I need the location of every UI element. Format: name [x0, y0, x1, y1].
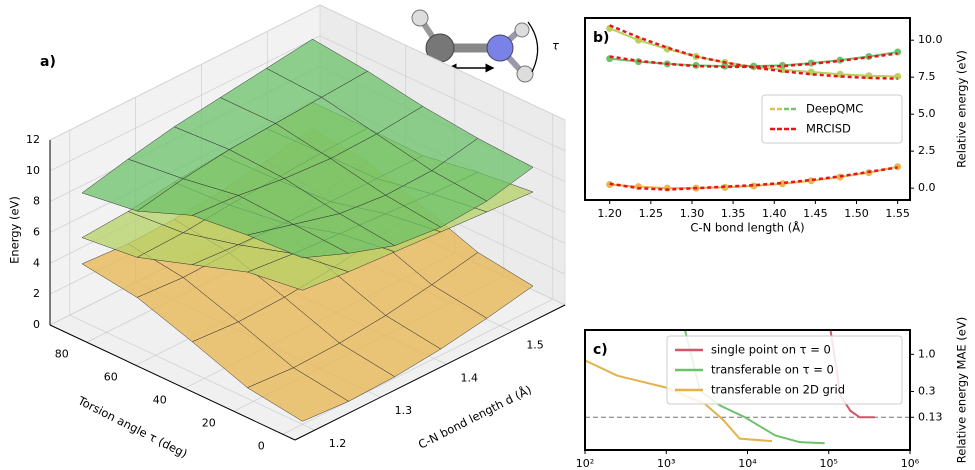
legend-label: transferable on τ = 0: [711, 363, 834, 377]
z-axis-label: Energy (eV): [8, 196, 22, 264]
x-tick-label: 1.40: [762, 207, 787, 220]
x-tick-label: 1.2: [329, 437, 347, 450]
y-tick-label: 10.0: [918, 33, 943, 46]
x-tick-label: 10⁵: [820, 457, 838, 470]
frame: [584, 329, 911, 451]
x-tick-label: 1.45: [803, 207, 828, 220]
y-axis-label: Relative energy (eV): [955, 50, 969, 168]
plot-area: [606, 24, 902, 192]
grid-line: [319, 35, 566, 152]
x-tick-label: 1.25: [639, 207, 664, 220]
panel-title: c): [593, 342, 608, 358]
legend-box: [761, 94, 903, 144]
z-tick-label: 0: [33, 318, 40, 331]
y-tick-label: 80: [55, 347, 69, 360]
legend-label: single point on τ = 0: [711, 343, 831, 357]
y-axis-label: Torsion angle τ (deg): [75, 393, 190, 461]
grid-line: [282, 298, 553, 435]
y-tick-label: 7.5: [918, 70, 936, 83]
z-tick-label: 6: [33, 226, 40, 239]
x-tick-label: 1.50: [844, 207, 869, 220]
y-tick-label: 0.13: [918, 410, 943, 423]
x-tick-label: 1.3: [395, 404, 413, 417]
z-tick-label: 8: [33, 195, 40, 208]
y-tick-label: 0.3: [918, 384, 936, 397]
x-axis-label: C-N bond length (Å): [690, 220, 804, 235]
axis-line: [294, 304, 566, 441]
y-tick-label: 40: [153, 393, 167, 406]
surface-patch: [246, 224, 350, 259]
z-tick-label: 4: [33, 256, 40, 269]
y-tick-label: 0: [258, 439, 265, 452]
x-tick-label: 10²: [576, 457, 594, 470]
legend-label: DeepQMC: [806, 102, 863, 116]
y-axis-label: Relative energy MAE (eV): [955, 317, 969, 463]
y-tick-label: 60: [104, 370, 118, 383]
y-tick-label: 0.0: [918, 181, 936, 194]
y-tick-label: 20: [202, 416, 216, 429]
point: [894, 72, 902, 80]
x-tick-label: 1.20: [597, 207, 622, 220]
panel-title: b): [593, 30, 609, 46]
grid-line: [319, 4, 566, 121]
z-tick-label: 12: [26, 133, 40, 146]
panel-title: a): [40, 54, 56, 70]
z-tick-label: 10: [26, 164, 40, 177]
series-line: [609, 24, 898, 80]
y-tick-label: 1.0: [918, 347, 936, 360]
frame: [584, 17, 911, 201]
y-tick-label: 5.0: [918, 107, 936, 120]
series-line: [609, 52, 898, 69]
x-tick-label: 10⁴: [738, 457, 757, 470]
x-tick-label: 1.4: [460, 371, 478, 384]
surface-patch: [246, 367, 350, 422]
y-tick-label: 2.5: [918, 144, 936, 157]
annotation: τ: [552, 39, 559, 53]
axis-line: [49, 324, 296, 441]
grid-line: [49, 35, 321, 172]
grid-line: [69, 314, 315, 431]
legend-label: transferable on 2D grid: [711, 383, 845, 397]
grid-line: [49, 4, 321, 141]
x-tick-label: 1.35: [721, 207, 746, 220]
x-tick-label: 1.5: [526, 338, 544, 351]
legend-label: MRCISD: [806, 122, 851, 136]
point: [634, 36, 642, 44]
x-tick-label: 10⁶: [901, 457, 920, 470]
x-tick-label: 10³: [657, 457, 675, 470]
x-tick-label: 1.55: [885, 207, 910, 220]
z-tick-label: 2: [33, 287, 40, 300]
x-axis-label: C-N bond length d (Å): [415, 382, 533, 452]
x-tick-label: 1.30: [680, 207, 705, 220]
legend-box: [666, 335, 903, 405]
series-line: [609, 166, 898, 191]
